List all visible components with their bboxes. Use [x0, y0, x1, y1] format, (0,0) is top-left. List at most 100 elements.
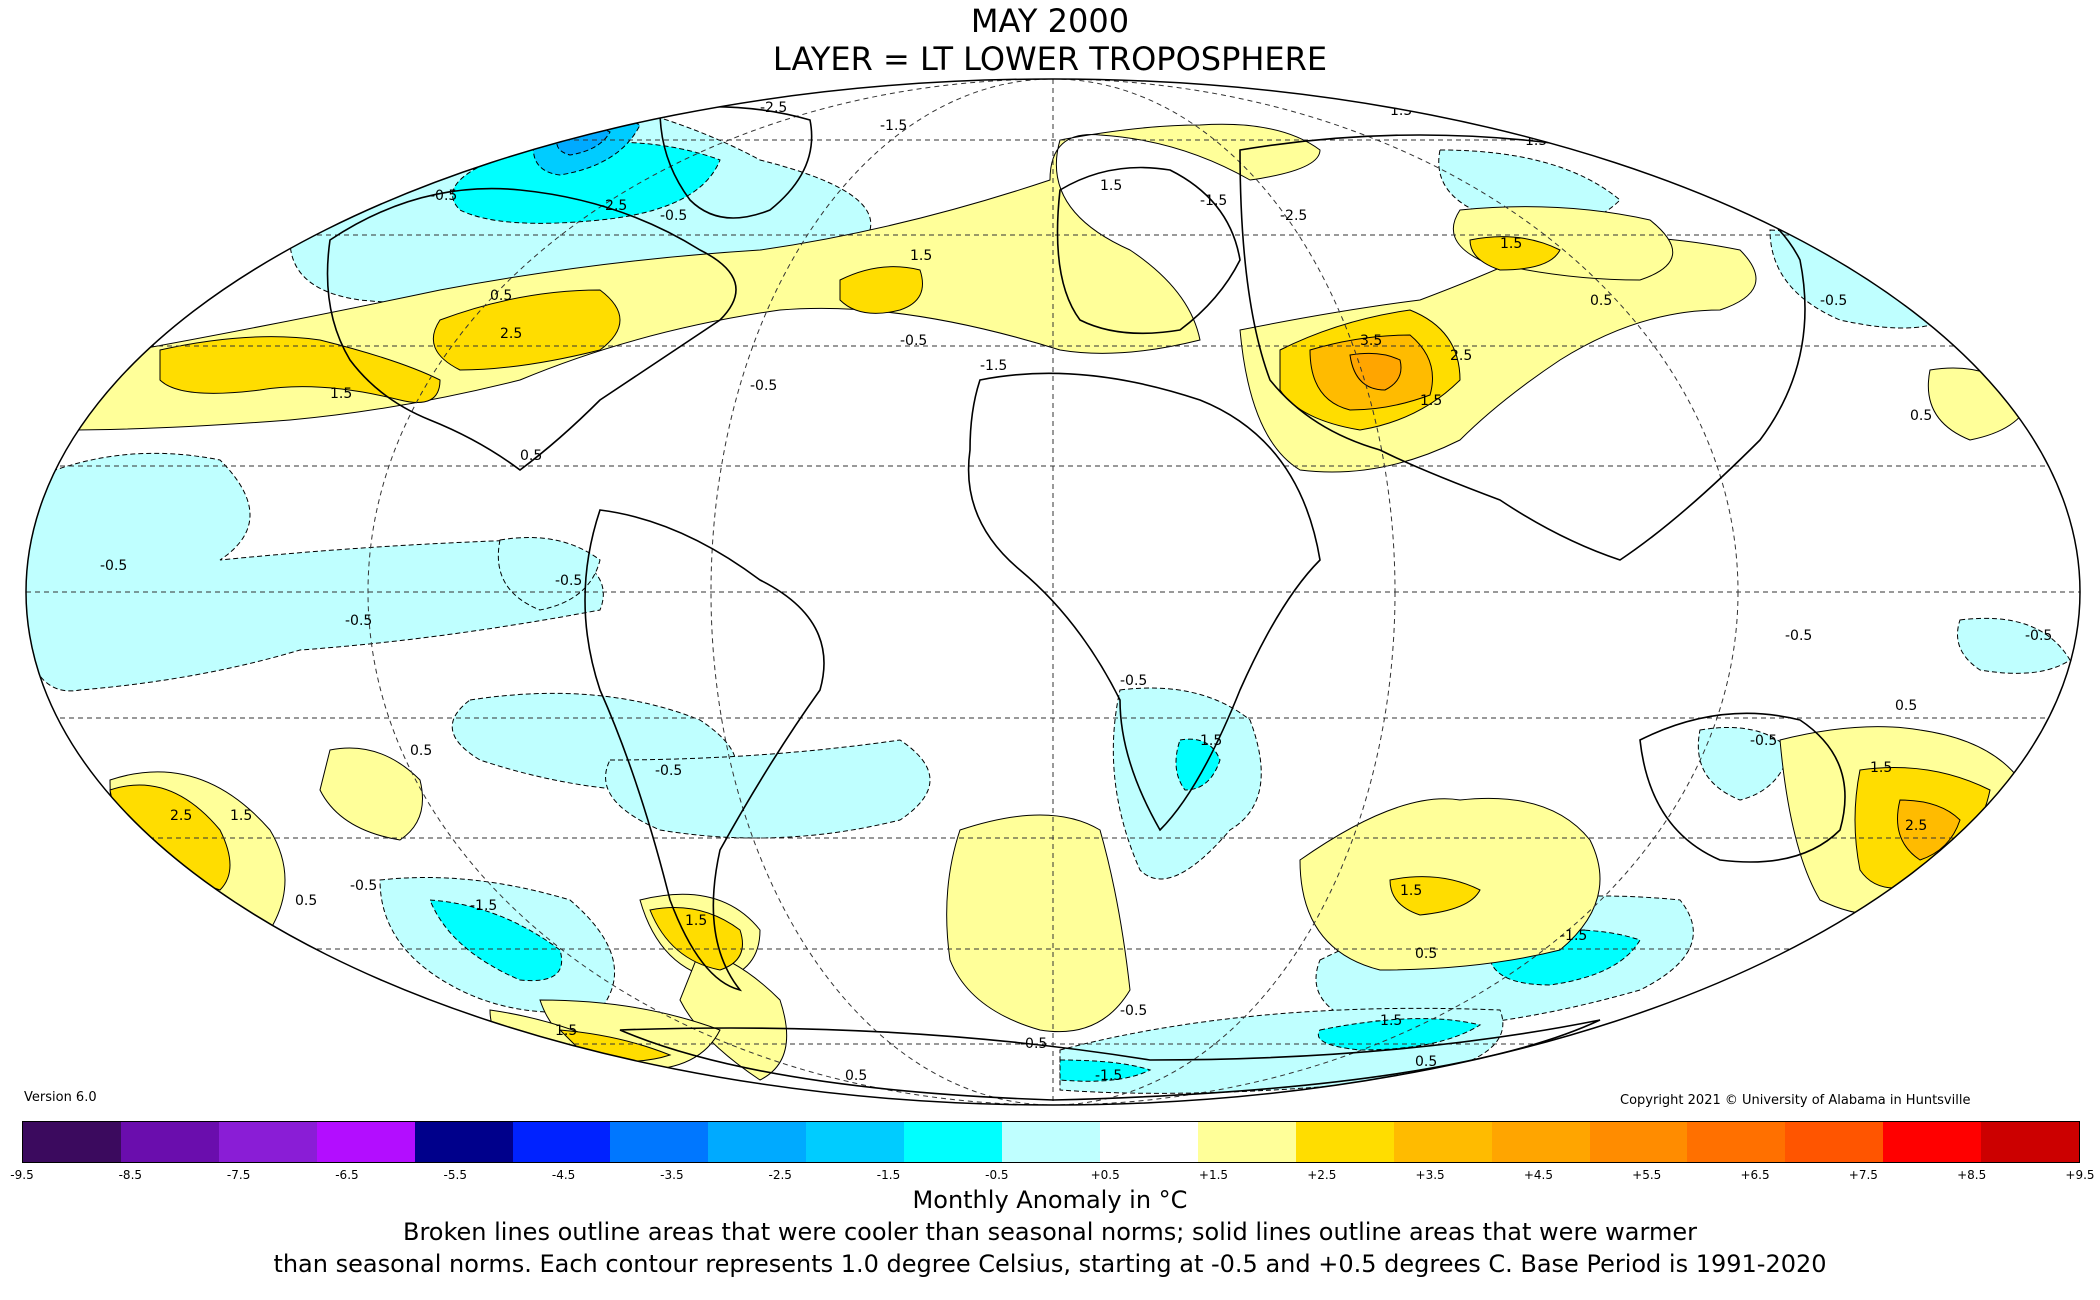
color-scale-cell	[904, 1122, 1003, 1162]
contour-label: 0.5	[520, 448, 542, 464]
region-great-lakes-warm	[432, 289, 621, 371]
region-south-pacific-cold	[429, 899, 562, 982]
contour-label: 1.5	[1870, 760, 1892, 776]
region-antarctic-sector-cold	[1059, 1059, 1152, 1082]
contour-label: -1.5	[1200, 193, 1227, 209]
australia-outline	[1639, 712, 1846, 863]
color-scale-cell	[1589, 1122, 1688, 1162]
color-scale-tick-label: -8.5	[118, 1168, 143, 1182]
color-scale-tick-label: -6.5	[335, 1168, 359, 1182]
antarctica-outline	[619, 1019, 1601, 1101]
color-scale-tick-label: +2.5	[1307, 1168, 1337, 1182]
contour-label: -0.5	[750, 378, 777, 394]
south-america-outline	[584, 509, 825, 992]
globe-outline	[25, 78, 2081, 1106]
contour-label: -0.5	[1120, 1003, 1147, 1019]
color-scale-tick-label: +4.5	[1523, 1168, 1553, 1182]
contour-label: -0.5	[1120, 673, 1147, 689]
colorbar-title: Monthly Anomaly in °C	[912, 1186, 1188, 1214]
layer-subtitle: LAYER = LT LOWER TROPOSPHERE	[772, 40, 1328, 78]
contour-label: -0.5	[430, 188, 457, 204]
color-scale-cell	[806, 1122, 905, 1162]
contour-label: 2.5	[500, 326, 522, 342]
anomaly-map: -2.5 -1.5 -0.5 -2.5 -0.5 1.5 0.5 2.5 1.5…	[25, 78, 2081, 1106]
contour-label: 1.5	[1100, 178, 1122, 194]
color-scale-tick-label: +3.5	[1415, 1168, 1445, 1182]
region-indonesia-cool	[1697, 727, 1791, 801]
contour-label: 2.5	[1905, 818, 1927, 834]
contour-label: 1.5	[910, 248, 932, 264]
map-title: MAY 2000	[970, 2, 1130, 40]
region-baffin-cold	[452, 141, 721, 224]
contour-label: 0.5	[1590, 293, 1612, 309]
contour-label: -1.5	[1375, 1013, 1402, 1029]
color-scale-tick-label: +9.5	[2065, 1168, 2095, 1182]
contour-label: 1.5	[1420, 393, 1442, 409]
color-scale-cell	[1883, 1122, 1982, 1162]
region-equatorial-pacific-cool	[1957, 617, 2071, 674]
contour-label: 2.5	[170, 808, 192, 824]
contour-label: -2.5	[600, 198, 627, 214]
region-south-africa-cold	[1175, 738, 1221, 791]
graticule	[26, 79, 2080, 1105]
color-scale-tick-label: -4.5	[551, 1168, 576, 1182]
color-scale-cell	[1002, 1122, 1100, 1162]
color-scale-tick-label: +0.5	[1090, 1168, 1120, 1182]
color-scale-tick-label: -5.5	[443, 1168, 467, 1182]
color-scale-cell	[414, 1122, 513, 1162]
color-scale-cell	[610, 1122, 709, 1162]
contour-label: 0.5	[410, 743, 432, 759]
color-scale-tick-label: -3.5	[660, 1168, 684, 1182]
color-scale-cell	[1491, 1122, 1590, 1162]
color-scale-cell	[1295, 1122, 1394, 1162]
region-australia-hot	[1897, 799, 1961, 861]
contour-label: 1.5	[1200, 733, 1222, 749]
copyright-label: Copyright 2021 © University of Alabama i…	[1620, 1093, 1971, 1108]
contour-label: -2.5	[1280, 208, 1307, 224]
color-scale-cell	[1197, 1122, 1296, 1162]
color-scale-cell	[1099, 1122, 1198, 1162]
color-scale-ticks: -9.5 -8.5 -7.5 -6.5 -5.5 -4.5 -3.5 -2.5 -1.5 -0.5…	[10, 1168, 2094, 1184]
color-scale-cell	[1687, 1122, 1786, 1162]
contour-label: 1.5	[1400, 883, 1422, 899]
color-scale-tick-label: +6.5	[1740, 1168, 1770, 1182]
color-scale-tick-label: -7.5	[226, 1168, 251, 1182]
color-scale-tick-label: +1.5	[1198, 1168, 1229, 1182]
region-south-atlantic-warm	[946, 814, 1131, 1033]
africa-outline	[967, 372, 1321, 832]
color-scale-tick-label: +5.5	[1632, 1168, 1662, 1182]
region-iran-hottest	[1349, 352, 1402, 391]
contour-label: 0.5	[1895, 698, 1917, 714]
contour-label: 1.5	[1500, 236, 1522, 252]
version-label: Version 6.0	[24, 1090, 97, 1105]
europe-outline	[1056, 166, 1241, 335]
color-scale-tick-label: -2.5	[768, 1168, 792, 1182]
contour-label: 3.5	[1360, 333, 1382, 349]
contour-label: 1.5	[230, 808, 252, 824]
color-scale-tick-label: -1.5	[876, 1168, 901, 1182]
contour-label: -0.5	[655, 763, 682, 779]
contour-label: -0.5	[100, 558, 127, 574]
contour-labels: -2.5 -1.5 -0.5 -2.5 -0.5 1.5 0.5 2.5 1.5…	[100, 100, 2052, 1084]
contour-label: 0.5	[1910, 408, 1932, 424]
contour-label: -0.5	[345, 613, 372, 629]
region-indian-ocean-warmer	[1389, 876, 1481, 916]
contour-label: 0.5	[490, 288, 512, 304]
color-scale-cell	[1393, 1122, 1492, 1162]
contour-label: -1.5	[980, 358, 1007, 374]
region-siberia-warm	[1469, 236, 1561, 271]
color-scale-cell	[120, 1122, 219, 1162]
contour-label: 1.5	[330, 386, 352, 402]
contour-label: -1.5	[470, 898, 497, 914]
contour-label: -0.5	[660, 208, 687, 224]
contour-label: 1.5	[555, 1023, 577, 1039]
contour-label: -1.5	[1095, 1068, 1122, 1084]
contour-label: -0.5	[350, 878, 377, 894]
color-scale-cell	[218, 1122, 317, 1162]
contour-label: -2.5	[760, 100, 787, 116]
contour-label: -0.5	[1020, 1036, 1047, 1052]
contour-label: -0.5	[555, 573, 582, 589]
region-south-atlantic-cool	[605, 739, 931, 839]
contour-label: 0.5	[1415, 946, 1437, 962]
contour-label: 0.5	[295, 893, 317, 909]
